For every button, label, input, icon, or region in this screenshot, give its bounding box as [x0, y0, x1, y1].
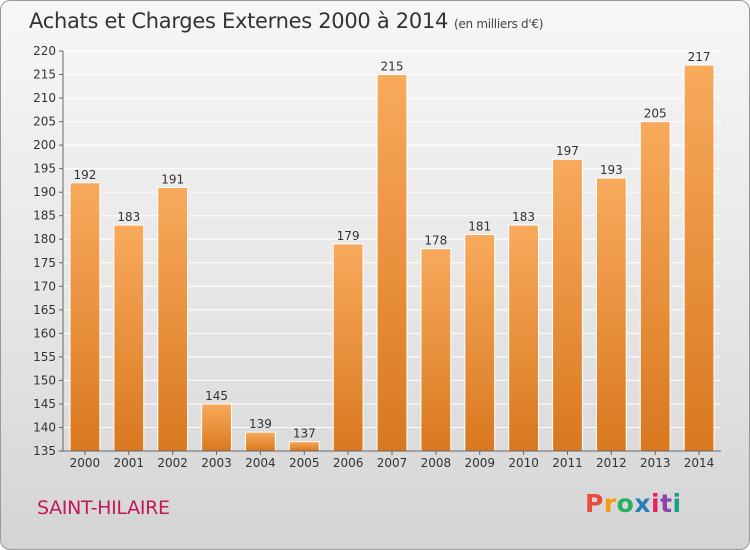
x-tick-label: 2003 — [201, 456, 232, 470]
y-tick-label: 205 — [33, 115, 56, 129]
x-tick-label: 2014 — [684, 456, 715, 470]
bar-2009 — [464, 234, 496, 452]
bar-2011 — [552, 158, 583, 452]
x-tick-label: 2012 — [596, 456, 627, 470]
y-tick-label: 170 — [33, 279, 56, 293]
y-tick-label: 140 — [33, 420, 56, 434]
x-tick-label: 2008 — [421, 456, 452, 470]
data-label: 192 — [73, 168, 96, 182]
bar-2005 — [288, 441, 320, 452]
y-tick-label: 175 — [33, 256, 56, 270]
proxiti-logo: Proxiti — [585, 489, 682, 518]
data-label: 183 — [512, 210, 535, 224]
chart-title-text: Achats et Charges Externes 2000 à 2014 — [29, 9, 449, 33]
bars-layer — [69, 64, 715, 452]
axis-layer: 135 140 145 150 155 160 165 170 175 180 185 190 195 2… — [33, 44, 721, 470]
bar-2003 — [201, 403, 232, 452]
x-tick-label: 2004 — [245, 456, 276, 470]
data-label: 215 — [381, 60, 404, 74]
bar-2014 — [683, 64, 715, 452]
x-tick-label: 2010 — [508, 456, 539, 470]
place-name: SAINT-HILAIRE — [37, 497, 170, 519]
data-label: 145 — [205, 389, 228, 403]
data-label: 179 — [337, 229, 360, 243]
y-tick-label: 220 — [33, 44, 56, 58]
chart-title: Achats et Charges Externes 2000 à 2014 (e… — [29, 9, 543, 33]
chart-subtitle: (en milliers d'€) — [454, 17, 544, 31]
bar-2002 — [157, 186, 189, 452]
y-tick-label: 150 — [33, 373, 56, 387]
y-tick-label: 155 — [33, 350, 56, 364]
bar-2000 — [69, 182, 101, 452]
data-label: 178 — [424, 234, 447, 248]
bar-2001 — [113, 224, 145, 452]
x-tick-label: 2011 — [552, 456, 583, 470]
x-tick-label: 2013 — [640, 456, 671, 470]
y-tick-label: 200 — [33, 138, 56, 152]
data-label: 139 — [249, 417, 272, 431]
bar-2010 — [508, 224, 540, 452]
bar-2004 — [244, 431, 276, 452]
bar-2006 — [332, 243, 364, 452]
y-tick-label: 180 — [33, 232, 56, 246]
labels-layer: 192 183 191 145 139 137 179 215 178 181 183 197 193 2… — [73, 50, 710, 440]
data-label: 205 — [644, 107, 667, 121]
data-label: 193 — [600, 163, 623, 177]
y-tick-label: 185 — [33, 209, 56, 223]
x-tick-label: 2005 — [289, 456, 320, 470]
y-tick-label: 190 — [33, 185, 56, 199]
y-tick-label: 165 — [33, 303, 56, 317]
data-label: 137 — [293, 427, 316, 441]
data-label: 191 — [161, 172, 184, 186]
x-tick-label: 2001 — [114, 456, 145, 470]
bar-2013 — [639, 121, 671, 452]
y-tick-label: 145 — [33, 397, 56, 411]
data-label: 197 — [556, 144, 579, 158]
data-label: 181 — [468, 220, 491, 234]
y-tick-label: 135 — [33, 444, 56, 458]
x-tick-label: 2006 — [333, 456, 364, 470]
x-tick-label: 2007 — [377, 456, 408, 470]
y-tick-label: 210 — [33, 91, 56, 105]
x-tick-label: 2009 — [464, 456, 495, 470]
bar-2012 — [595, 177, 627, 452]
bar-2007 — [376, 74, 408, 452]
y-tick-label: 215 — [33, 68, 56, 82]
data-label: 217 — [688, 50, 711, 64]
bar-2008 — [420, 248, 452, 452]
y-tick-label: 160 — [33, 326, 56, 340]
x-tick-label: 2002 — [157, 456, 188, 470]
data-label: 183 — [117, 210, 140, 224]
y-tick-label: 195 — [33, 162, 56, 176]
x-tick-label: 2000 — [70, 456, 101, 470]
